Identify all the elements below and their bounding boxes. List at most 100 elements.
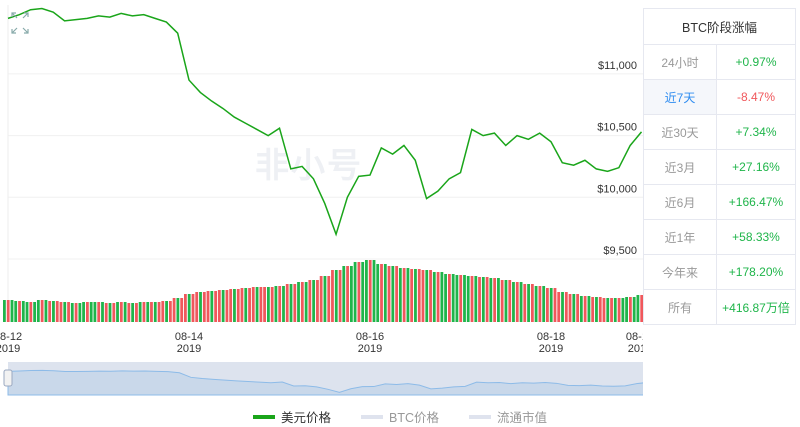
volume-bar <box>527 284 530 322</box>
volume-bar <box>398 268 402 322</box>
volume-bar <box>628 297 632 322</box>
volume-bar <box>440 272 444 322</box>
volume-bar <box>319 276 323 322</box>
volume-bar <box>587 296 591 322</box>
period-label[interactable]: 近30天 <box>643 114 717 150</box>
x-tick-year: 2019 <box>539 343 563 355</box>
volume-bar <box>67 302 70 322</box>
volume-bar <box>632 297 636 322</box>
volume-bar <box>579 296 583 322</box>
period-label[interactable]: 24小时 <box>643 44 717 80</box>
range-navigator <box>3 362 643 396</box>
volume-bar <box>274 286 278 322</box>
volume-bar <box>557 292 561 322</box>
volume-bar <box>421 270 425 322</box>
volume-bar <box>602 298 606 322</box>
volume-bar <box>3 300 6 322</box>
navigator-handle[interactable] <box>3 369 13 387</box>
volume-bar <box>36 300 40 322</box>
volume-bar <box>346 266 349 322</box>
volume-bar <box>598 297 602 322</box>
volume-bar <box>150 302 153 322</box>
volume-bar <box>14 301 18 322</box>
period-label[interactable]: 近3月 <box>643 149 717 185</box>
volume-bar <box>512 282 515 322</box>
period-label[interactable]: 近7天 <box>643 79 717 115</box>
volume-bar <box>376 264 380 322</box>
volume-bar <box>248 288 251 322</box>
volume-bar <box>342 266 346 322</box>
price-chart: $9,500$10,000$10,500$11,00008-12201908-1… <box>0 5 643 396</box>
table-row[interactable]: 24小时 +0.97% <box>643 44 796 80</box>
volume-bar <box>372 260 376 322</box>
period-change: +166.47% <box>716 184 796 220</box>
table-row[interactable]: 近6月 +166.47% <box>643 184 796 220</box>
volume-bar <box>191 294 195 322</box>
period-label[interactable]: 近1年 <box>643 219 717 255</box>
volume-bar <box>214 291 218 322</box>
x-tick-date: 08-12 <box>0 331 22 343</box>
volume-bar <box>380 264 383 322</box>
volume-bar <box>25 302 29 322</box>
volume-bar <box>195 292 199 322</box>
table-row[interactable]: 近3月 +27.16% <box>643 149 796 185</box>
volume-bar <box>466 276 470 322</box>
x-tick-year: 2019 <box>0 343 20 355</box>
volume-bar <box>10 300 14 322</box>
volume-bar <box>21 301 25 322</box>
table-title: BTC阶段涨幅 <box>643 8 796 45</box>
volume-bar <box>365 260 368 322</box>
volume-bar <box>29 302 33 322</box>
volume-bar <box>549 288 553 322</box>
volume-bar <box>74 303 78 322</box>
legend-usd-price[interactable]: 美元价格 <box>252 407 331 426</box>
period-label[interactable]: 所有 <box>643 289 717 325</box>
table-row[interactable]: 近1年 +58.33% <box>643 219 796 255</box>
volume-bar <box>357 262 361 322</box>
volume-bar <box>161 301 165 322</box>
volume-bar <box>263 287 266 322</box>
x-tick-year: 2019 <box>358 343 382 355</box>
period-change: +27.16% <box>716 149 796 185</box>
table-row[interactable]: 近7天 -8.47% <box>643 79 796 115</box>
volume-bar <box>131 303 135 322</box>
volume-bar <box>546 288 549 322</box>
y-tick-label: $9,500 <box>603 245 637 257</box>
volume-bar <box>338 270 342 322</box>
volume-bar <box>353 262 357 322</box>
volume-bar <box>48 301 52 322</box>
volume-bar <box>429 270 432 322</box>
volume-bar <box>187 294 191 322</box>
x-tick-date: 08-18 <box>537 331 565 343</box>
period-label[interactable]: 今年来 <box>643 254 717 290</box>
expand-icon-path <box>11 12 29 34</box>
volume-bar <box>217 290 221 322</box>
legend-label: 美元价格 <box>280 411 331 425</box>
period-label[interactable]: 近6月 <box>643 184 717 220</box>
table-row[interactable]: 所有 +416.87万倍 <box>643 289 796 325</box>
volume-bar <box>410 269 414 322</box>
legend-label: 流通市值 <box>497 411 548 425</box>
legend-btc-price[interactable]: BTC价格 <box>360 407 439 426</box>
volume-bar <box>561 292 564 322</box>
period-change: -8.47% <box>716 79 796 115</box>
table-row[interactable]: 今年来 +178.20% <box>643 254 796 290</box>
volume-bar <box>504 280 508 322</box>
legend: 美元价格 BTC价格 流通市值 <box>0 407 800 426</box>
volume-bar <box>255 287 259 322</box>
legend-market-cap[interactable]: 流通市值 <box>469 407 547 426</box>
watermark: 非小号 <box>255 147 363 185</box>
volume-bar <box>349 266 353 322</box>
volume-bar <box>285 284 289 322</box>
volume-bar <box>202 292 206 322</box>
volume-bar <box>236 289 240 322</box>
volume-bar <box>146 302 150 322</box>
table-row[interactable]: 近30天 +7.34% <box>643 114 796 150</box>
volume-bar <box>116 302 119 322</box>
y-tick-label: $11,000 <box>598 60 637 72</box>
volume-bar <box>470 276 474 322</box>
volume-bar <box>534 286 538 322</box>
volume-bar <box>259 287 263 322</box>
x-tick-year: 2019 <box>628 343 643 355</box>
volume-bar <box>101 302 104 322</box>
